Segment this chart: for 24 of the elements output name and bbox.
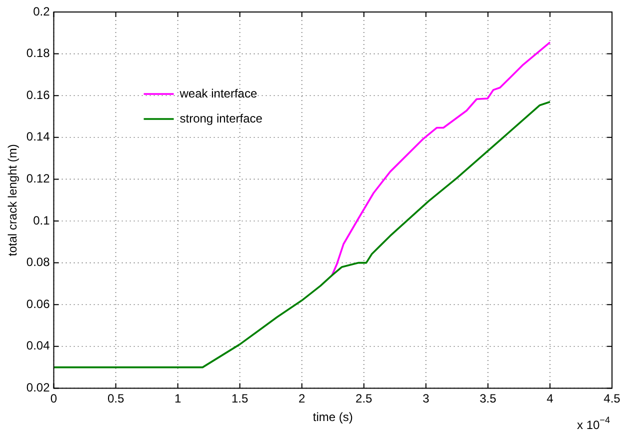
y-tick-label: 0.04 (26, 338, 50, 353)
x-tick-label: 2.5 (356, 392, 373, 406)
y-tick-label: 0.06 (26, 296, 50, 311)
x-tick-label: 4.5 (604, 392, 621, 406)
x-tick-label: 1.5 (231, 392, 248, 406)
y-tick-label: 0.14 (26, 130, 50, 144)
legend-label: strong interface (180, 111, 263, 126)
x-tick-label: 3 (422, 392, 430, 406)
x-tick-label: 1 (174, 392, 182, 406)
y-tick-label: 0.12 (26, 172, 50, 186)
x-tick-label: 3.5 (480, 392, 497, 406)
y-tick-label: 0.1 (33, 213, 50, 228)
x-tick-label: 4 (546, 392, 554, 406)
y-axis-title: total crack lenght (m) (6, 144, 20, 256)
x-axis-title: time (s) (312, 410, 353, 424)
x-tick-label: 0.5 (107, 392, 124, 406)
y-tick-label: 0.16 (26, 88, 50, 102)
x-tick-label: 2 (298, 392, 306, 406)
y-tick-label: 0.18 (26, 46, 50, 60)
y-tick-label: 0.08 (26, 255, 50, 270)
y-tick-label: 0.02 (26, 380, 50, 395)
x-tick-label: 0 (50, 392, 58, 406)
legend-label: weak interface (178, 86, 258, 100)
y-tick-label: 0.2 (33, 4, 50, 18)
